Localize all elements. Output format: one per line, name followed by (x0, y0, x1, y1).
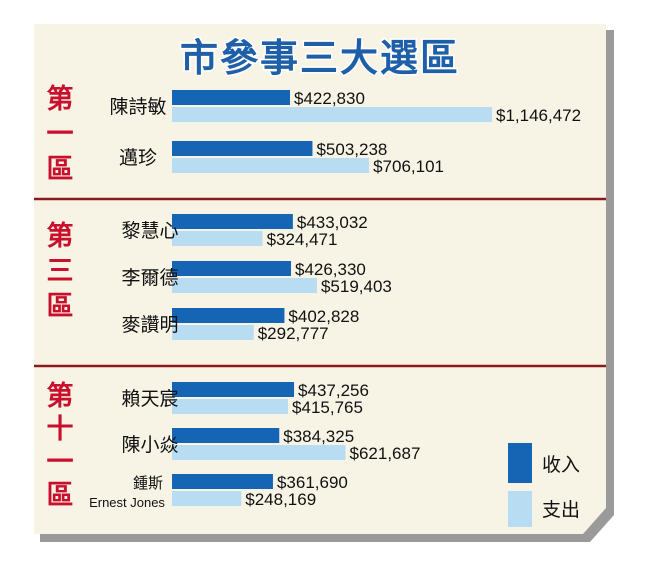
income-bar (172, 382, 295, 397)
candidate-name: 黎慧心 (121, 220, 178, 242)
income-bar (172, 141, 313, 156)
income-value-label: $361,690 (277, 473, 348, 492)
district-label-char: 一 (47, 119, 74, 150)
district-label-char: 三 (47, 256, 74, 287)
district-label-char: 第 (47, 380, 74, 412)
district-label-char: 第 (47, 220, 74, 252)
chart-title: 市參事三大選區 (180, 36, 460, 80)
expense-value-label: $292,777 (258, 324, 329, 343)
district-label-char: 第 (47, 83, 74, 115)
expense-value-label: $621,687 (350, 444, 421, 463)
expense-bar (172, 491, 242, 506)
legend: 收入 支出 (508, 443, 580, 527)
income-value-label: $426,330 (295, 260, 366, 279)
candidate-name: 陳詩敏 (109, 96, 166, 118)
expense-value-label: $415,765 (292, 398, 363, 417)
candidate-name: 麥讚明 (121, 314, 178, 336)
income-value-label: $384,325 (283, 427, 354, 446)
district-label-char: 區 (47, 480, 74, 511)
candidate-name: 李爾德 (121, 267, 178, 289)
expense-bar (172, 325, 254, 340)
candidate-name: 鍾斯 (133, 474, 163, 492)
expense-value-label: $1,146,472 (496, 106, 581, 125)
expense-bar (172, 231, 263, 246)
expense-bar (172, 399, 289, 414)
income-value-label: $503,238 (316, 140, 387, 159)
income-bar (172, 428, 280, 443)
income-value-label: $402,828 (288, 307, 359, 326)
income-value-label: $433,032 (297, 213, 368, 232)
expense-bar (172, 107, 492, 122)
candidate-name: 陳小焱 (121, 434, 178, 456)
income-bar (172, 214, 293, 229)
expense-value-label: $519,403 (321, 277, 392, 296)
income-bar (172, 474, 273, 489)
district-label-char: 區 (47, 154, 74, 185)
expense-bar (172, 278, 317, 293)
candidate-name: 邁珍 (119, 147, 157, 169)
legend-label-income: 收入 (542, 454, 580, 476)
income-bar (172, 90, 291, 105)
candidate-name-english: Ernest Jones (89, 495, 165, 510)
expense-value-label: $706,101 (373, 157, 444, 176)
expense-value-label: $248,169 (245, 490, 316, 509)
legend-swatch-income (508, 443, 532, 483)
income-value-label: $422,830 (294, 89, 365, 108)
district-label-char: 區 (47, 291, 74, 322)
district-label-char: 十 (47, 414, 74, 445)
income-value-label: $437,256 (298, 381, 369, 400)
legend-label-expense: 支出 (542, 499, 580, 521)
expense-bar (172, 158, 370, 173)
district-label-char: 一 (47, 447, 74, 478)
income-bar (172, 261, 291, 276)
expense-bar (172, 445, 346, 460)
candidate-name: 賴天宸 (121, 388, 178, 410)
expense-value-label: $324,471 (267, 230, 338, 249)
income-bar (172, 308, 285, 323)
legend-swatch-expense (508, 491, 532, 527)
